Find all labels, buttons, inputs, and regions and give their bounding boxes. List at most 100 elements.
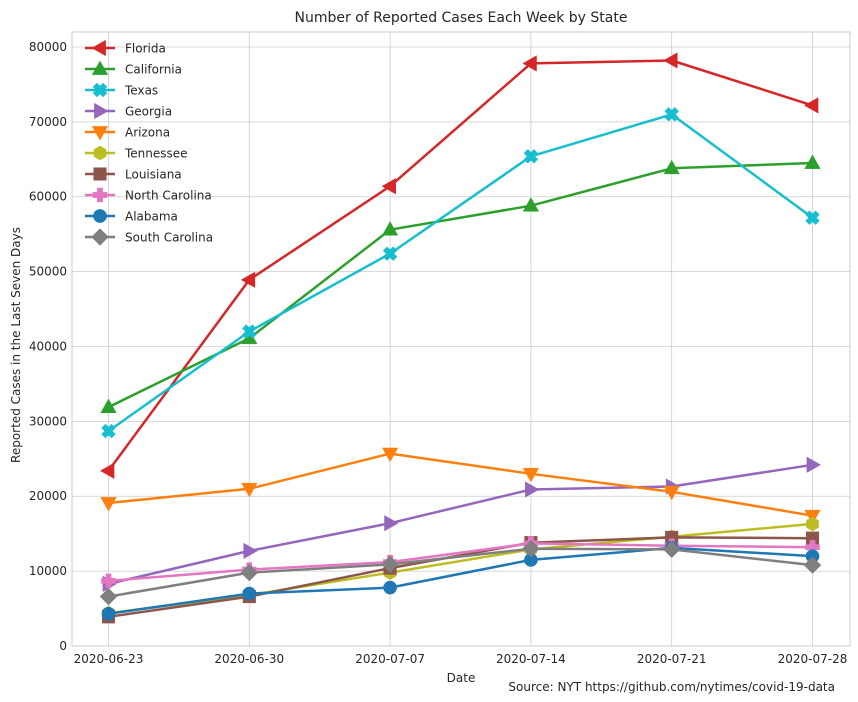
data-point-georgia <box>525 481 540 498</box>
legend-label-texas: Texas <box>124 84 158 98</box>
data-point-south-carolina <box>381 555 399 574</box>
data-point-georgia <box>243 542 258 560</box>
legend-marker-arizona <box>91 126 109 141</box>
data-point-texas <box>664 107 679 122</box>
source-note: Source: NYT https://github.com/nytimes/c… <box>508 680 835 694</box>
data-point-georgia <box>806 456 822 473</box>
legend-item-texas: Texas <box>85 82 158 98</box>
legend-marker-north-carolina <box>92 187 108 203</box>
series-texas <box>101 107 820 439</box>
series-south-carolina <box>99 539 822 606</box>
legend-item-north-carolina: North Carolina <box>85 187 212 203</box>
series-arizona <box>100 447 821 525</box>
x-tick-label: 2020-07-28 <box>778 652 848 666</box>
legend-label-louisiana: Louisiana <box>125 168 182 182</box>
data-point-california <box>663 159 680 175</box>
legend-marker-south-carolina <box>91 228 109 246</box>
legend-marker-california <box>91 60 109 75</box>
data-point-arizona <box>663 485 680 501</box>
data-point-texas <box>101 423 116 439</box>
legend-label-arizona: Arizona <box>125 126 170 140</box>
data-point-texas <box>523 149 539 164</box>
plot-area <box>71 31 851 647</box>
y-tick-label: 20000 <box>29 489 67 503</box>
y-tick-label: 50000 <box>29 265 67 279</box>
series-line-texas <box>107 113 814 433</box>
legend-label-north-carolina: North Carolina <box>125 189 212 203</box>
x-tick-label: 2020-07-07 <box>355 652 425 666</box>
data-point-alabama <box>242 586 257 601</box>
series-line-georgia <box>108 463 813 586</box>
data-point-texas <box>242 324 257 339</box>
x-tick-label: 2020-06-23 <box>74 652 144 666</box>
legend-marker-louisiana <box>93 167 107 181</box>
x-tick-label: 2020-06-30 <box>214 652 284 666</box>
data-point-tennessee <box>806 516 819 532</box>
y-tick-label: 10000 <box>29 564 67 578</box>
legend: Florida California Texas Georgia Arizona Tenn… <box>85 39 213 246</box>
legend-marker-georgia <box>94 102 109 120</box>
legend-item-south-carolina: South Carolina <box>85 228 213 246</box>
series-california <box>100 154 821 413</box>
legend-item-florida: Florida <box>85 39 166 57</box>
y-axis-label: Reported Cases in the Last Seven Days <box>9 227 23 463</box>
data-point-georgia <box>384 515 399 532</box>
legend-marker-texas <box>92 82 108 98</box>
series-line-california <box>107 161 813 409</box>
legend-item-tennessee: Tennessee <box>85 145 188 161</box>
x-tick-label: 2020-07-14 <box>496 652 566 666</box>
data-point-california <box>804 154 821 169</box>
data-point-florida <box>240 271 256 288</box>
data-point-florida <box>663 52 678 69</box>
legend-item-california: California <box>85 60 182 77</box>
series-line-north-carolina <box>108 542 813 583</box>
series-line-florida <box>107 59 813 472</box>
series-line-arizona <box>108 452 813 517</box>
data-point-florida <box>99 462 115 479</box>
y-tick-label: 60000 <box>29 190 67 204</box>
series-line-south-carolina <box>108 547 813 598</box>
legend-label-california: California <box>125 63 182 77</box>
legend-label-south-carolina: South Carolina <box>125 231 213 245</box>
data-point-texas <box>805 210 820 225</box>
legend-marker-alabama <box>93 209 107 223</box>
data-point-texas <box>382 246 398 261</box>
plot-frame <box>71 31 851 647</box>
legend-item-arizona: Arizona <box>85 126 170 141</box>
legend-label-florida: Florida <box>125 42 166 56</box>
data-point-arizona <box>241 482 258 498</box>
data-point-arizona <box>522 467 540 483</box>
data-point-south-carolina <box>240 563 259 582</box>
data-point-south-carolina <box>803 556 822 574</box>
series-florida <box>99 52 819 479</box>
legend-marker-florida <box>91 39 106 57</box>
plot-background <box>72 32 850 646</box>
data-point-florida <box>522 55 537 72</box>
y-tick-label: 70000 <box>29 115 67 129</box>
data-point-alabama <box>383 580 398 595</box>
data-point-california <box>100 398 117 413</box>
x-axis-label: Date <box>447 671 476 685</box>
data-point-alabama <box>101 606 116 621</box>
data-point-florida <box>381 178 396 195</box>
legend-label-alabama: Alabama <box>125 210 178 224</box>
data-point-south-carolina <box>99 587 118 606</box>
data-point-arizona <box>381 447 399 463</box>
data-point-california <box>381 221 399 236</box>
legend-label-georgia: Georgia <box>125 105 172 119</box>
legend-item-louisiana: Louisiana <box>85 167 182 182</box>
legend-marker-tennessee <box>93 145 107 161</box>
legend-item-alabama: Alabama <box>85 209 178 224</box>
legend-item-georgia: Georgia <box>85 102 172 120</box>
data-point-south-carolina <box>662 540 681 559</box>
chart-title: Number of Reported Cases Each Week by St… <box>295 10 628 26</box>
y-tick-label: 40000 <box>29 339 67 353</box>
y-tick-label: 80000 <box>29 40 67 54</box>
legend-label-tennessee: Tennessee <box>124 147 188 161</box>
series-line-alabama <box>108 546 813 616</box>
data-point-north-carolina <box>101 573 116 589</box>
y-tick-label: 0 <box>59 639 67 653</box>
data-point-south-carolina <box>522 539 540 558</box>
